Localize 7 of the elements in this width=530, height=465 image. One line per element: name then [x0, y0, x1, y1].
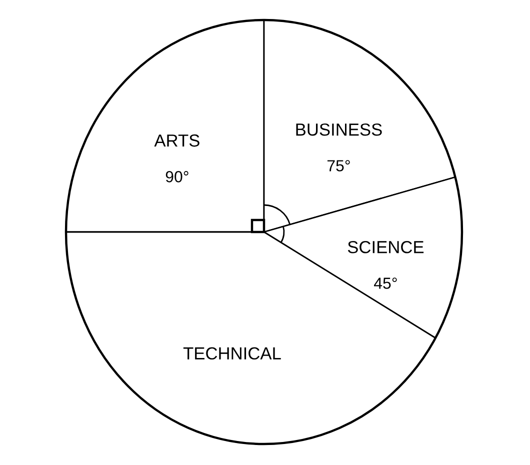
- data-label: 75°: [327, 160, 350, 172]
- slice-label: BUSINESS: [296, 123, 382, 136]
- data-label: 90°: [166, 171, 188, 182]
- slice-label: SCIENCE: [348, 240, 424, 254]
- slice-label: TECHNICAL: [183, 347, 281, 360]
- slice-label: ARTS: [154, 134, 200, 147]
- data-label: 45°: [374, 278, 397, 289]
